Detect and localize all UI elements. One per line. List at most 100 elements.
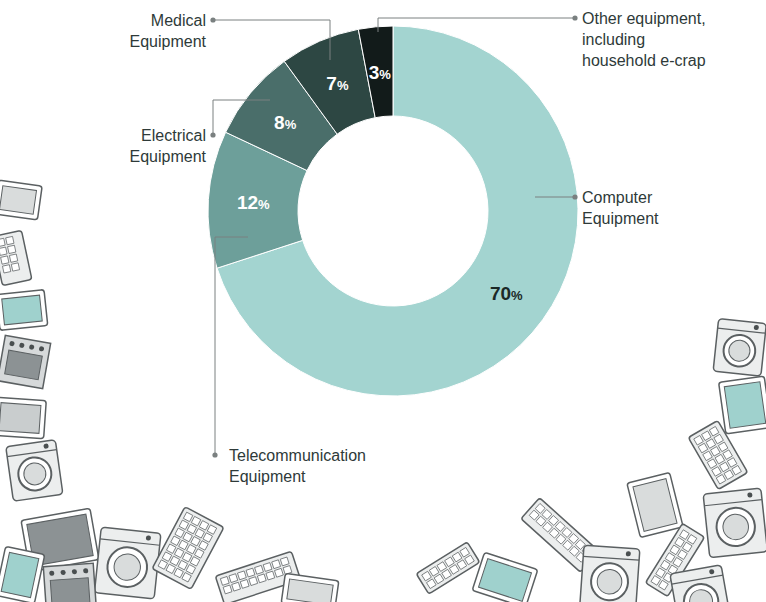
keyboard-key	[660, 560, 670, 570]
keyboard-key	[709, 426, 719, 436]
keyboard-key	[569, 546, 579, 556]
monitor-screen	[0, 403, 41, 434]
keyboard-key	[174, 548, 183, 557]
keyboard-key	[687, 535, 697, 545]
washer-knob	[747, 492, 752, 497]
keyboard-key	[272, 560, 281, 569]
keyboard-key	[706, 439, 716, 449]
keyboard-key	[727, 458, 737, 468]
washer-door	[16, 455, 53, 492]
washer-body	[670, 565, 731, 602]
washer	[94, 527, 161, 599]
keyboard-key	[9, 254, 17, 262]
keyboard-key	[429, 567, 439, 577]
keyboard-key	[170, 556, 179, 565]
data-label-unit: %	[285, 117, 297, 132]
keyboard-key	[673, 557, 683, 567]
category-label-line: household e-crap	[582, 52, 706, 69]
keyboard-key	[220, 576, 229, 585]
leader-dot	[212, 452, 217, 457]
keyboard-key	[702, 431, 712, 441]
keyboard-key	[422, 571, 432, 581]
category-label-line: Electrical	[141, 127, 206, 144]
washer	[703, 488, 766, 558]
keyboard-key	[437, 562, 447, 572]
keyboard-key	[171, 536, 180, 545]
stove-knob	[39, 346, 45, 352]
stove-knob	[19, 342, 25, 348]
keyboard-key	[249, 577, 258, 586]
washer	[6, 440, 63, 501]
washer-panel	[672, 575, 723, 584]
category-label: TelecommunicationEquipment	[229, 447, 366, 485]
keyboard-key	[1, 256, 9, 264]
category-label-line: Medical	[151, 12, 206, 29]
category-label-line: Telecommunication	[229, 447, 366, 464]
washer-knob	[754, 325, 759, 330]
keyboard-key	[707, 459, 717, 469]
data-label: 7%	[326, 73, 349, 94]
keyboard-key	[549, 516, 559, 526]
monitor	[0, 397, 46, 438]
monitor-screen	[633, 479, 677, 532]
keyboard-key	[166, 544, 175, 553]
washer-glass	[22, 462, 47, 487]
washer-knob	[709, 569, 715, 575]
washer	[670, 565, 731, 602]
leader-line	[535, 197, 575, 198]
keyboard-key	[232, 582, 241, 591]
keyboard-key	[182, 552, 191, 561]
category-label: Electrical Equipment	[130, 127, 207, 165]
keyboard-key	[166, 564, 175, 573]
leader-line	[215, 237, 248, 455]
stove-knob	[49, 571, 54, 576]
washer-door	[681, 581, 721, 602]
data-label-unit: %	[511, 288, 523, 303]
data-label-number: 70	[490, 283, 511, 304]
washer-glass	[728, 339, 751, 362]
keyboard-key	[195, 549, 204, 558]
keyboard-key	[426, 579, 436, 589]
keyboard-key	[569, 534, 579, 544]
monitor	[0, 290, 48, 331]
data-labels: 70%12%8%7%3%	[237, 62, 523, 305]
leader-line	[378, 18, 575, 32]
keyboard	[688, 421, 747, 490]
keyboard-key	[11, 263, 19, 271]
monitor-screen	[0, 186, 37, 214]
washer-panel	[704, 500, 762, 506]
data-label: 70%	[490, 283, 523, 304]
keyboard-key	[449, 565, 459, 575]
keyboard-key	[199, 541, 208, 550]
keyboard-key	[703, 451, 713, 461]
data-label-unit: %	[258, 197, 270, 212]
keyboard-key	[720, 462, 730, 472]
leader-dot	[210, 17, 215, 22]
monitor	[627, 473, 683, 538]
keyboard-key	[711, 447, 721, 457]
category-label-line: Other equipment,	[582, 10, 706, 27]
keyboard-key	[183, 532, 192, 541]
keyboard-key	[182, 573, 191, 582]
keyboard-key	[178, 560, 187, 569]
keyboard-key	[656, 568, 666, 578]
keyboard-key	[280, 557, 289, 566]
category-label-line: Equipment	[130, 148, 207, 165]
leader-dot	[572, 15, 577, 20]
keyboard-key	[723, 450, 733, 460]
keyboard-key	[465, 555, 475, 565]
data-label-number: 8	[274, 112, 285, 133]
keyboard-key	[724, 470, 734, 480]
washer-glass	[113, 553, 142, 582]
keyboard-key	[203, 533, 212, 542]
stove	[43, 563, 96, 602]
keyboard-key	[179, 540, 188, 549]
keyboard-body	[688, 421, 747, 490]
keyboard-key	[6, 236, 14, 244]
keyboard-body	[416, 542, 480, 594]
keyboard-key	[187, 544, 196, 553]
monitor	[281, 573, 339, 602]
data-label: 8%	[274, 112, 297, 133]
monitor	[0, 180, 42, 220]
monitor-frame	[0, 546, 45, 602]
